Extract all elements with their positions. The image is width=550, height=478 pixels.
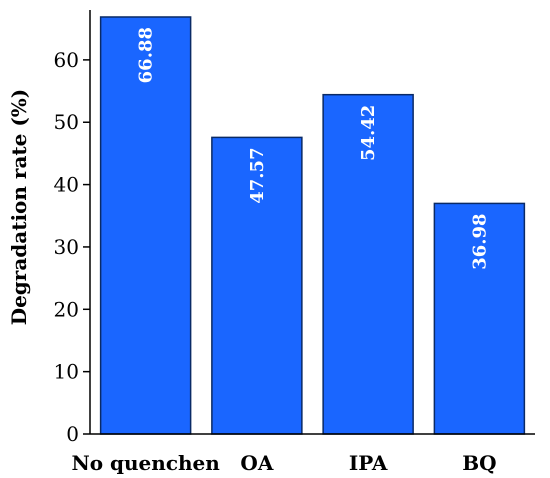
y-tick-label: 0: [66, 422, 79, 446]
bar-no-quenchen: [99, 16, 192, 435]
x-tick-label: BQ: [462, 451, 496, 475]
y-tick-label: 60: [54, 48, 79, 72]
y-tick-label: 50: [54, 110, 79, 134]
y-tick-label: 10: [54, 360, 79, 384]
x-tick-label: OA: [240, 451, 273, 475]
y-tick-label: 30: [54, 235, 79, 259]
bar-value-label: 47.57: [247, 147, 268, 203]
y-axis: 0 10 20 30 40 50 60: [54, 10, 91, 446]
x-axis: No quenchen OA IPA BQ: [71, 433, 535, 475]
bar-value-label: 54.42: [358, 105, 379, 161]
bar-value-label: 66.88: [136, 27, 157, 83]
bar-oa: [211, 136, 303, 435]
x-tick-label: IPA: [349, 451, 388, 475]
y-axis-title: Degradation rate (%): [7, 89, 31, 326]
y-tick-label: 20: [54, 297, 79, 321]
bar-bq: [433, 202, 526, 435]
y-tick-label: 40: [54, 173, 79, 197]
bars-group: 66.88 47.57 54.42 36.98: [99, 16, 526, 435]
bar-ipa: [322, 93, 414, 435]
x-tick-label: No quenchen: [71, 451, 220, 475]
bar-value-label: 36.98: [469, 213, 490, 269]
